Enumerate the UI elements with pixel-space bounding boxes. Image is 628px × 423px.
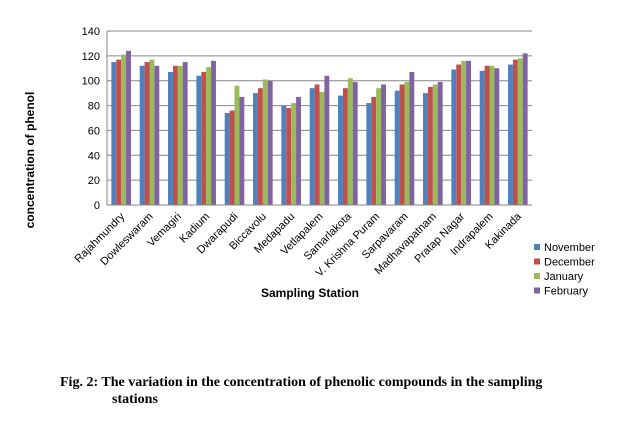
legend-swatch (534, 273, 540, 279)
bar-december (229, 110, 235, 205)
bar-december (456, 64, 462, 205)
legend-swatch (534, 287, 540, 294)
axes (106, 31, 532, 206)
legend-label: January (544, 271, 584, 283)
bar-january (206, 67, 212, 206)
bar-february (352, 81, 358, 205)
bar-january (461, 60, 467, 206)
bar-january (291, 103, 297, 205)
bar-november (451, 69, 457, 206)
bar-november (479, 70, 485, 206)
y-tick-label: 120 (82, 51, 100, 63)
bar-february (267, 80, 273, 205)
figure-caption: Fig. 2: The variation in the concentrati… (60, 374, 620, 408)
bar-january (234, 85, 240, 205)
bar-january (121, 54, 127, 205)
bar-december (116, 59, 122, 206)
bar-january (149, 59, 155, 206)
y-tick-label: 40 (88, 150, 100, 162)
bar-december (342, 88, 348, 205)
bar-november (423, 93, 428, 205)
y-axis-title: concentration of phenol (23, 92, 37, 229)
bar-february (437, 81, 443, 205)
y-tick-labels: 0 20 40 60 80 100 120 140 (82, 26, 100, 212)
bar-february (466, 60, 471, 206)
bar-january (376, 88, 382, 205)
bar-december (512, 59, 518, 206)
bar-december (144, 62, 150, 206)
bar-february (522, 53, 528, 205)
bar-november (366, 103, 372, 205)
bar-november (338, 95, 343, 205)
bar-january (319, 91, 325, 205)
y-tick-label: 80 (88, 101, 100, 113)
bar-december (257, 88, 263, 205)
bar-december (314, 84, 320, 205)
y-tick-label: 140 (82, 26, 100, 38)
legend-label: December (544, 257, 595, 269)
bar-november (168, 72, 173, 205)
bar-february (494, 68, 500, 206)
bars (111, 50, 528, 206)
caption-line-1: Fig. 2: The variation in the concentrati… (60, 375, 543, 390)
bar-february (381, 84, 386, 205)
x-axis-title: Sampling Station (261, 286, 359, 300)
bar-november (309, 88, 315, 205)
bar-february (154, 65, 160, 205)
y-tick-label: 100 (82, 76, 100, 88)
bar-december (399, 84, 405, 205)
bar-february (296, 96, 301, 205)
y-tick-label: 20 (88, 175, 100, 187)
bar-december (172, 65, 178, 205)
bar-february (409, 72, 415, 205)
y-axis-title-text: concentration of phenol (23, 92, 37, 229)
bar-november (111, 62, 117, 206)
bar-november (394, 90, 400, 205)
bar-january (432, 84, 438, 205)
legend-label: February (544, 286, 589, 298)
bar-november (508, 64, 513, 205)
caption-line-2: stations (112, 392, 158, 407)
bar-january (404, 81, 410, 205)
bar-november (139, 65, 145, 205)
bar-february (211, 60, 216, 206)
bar-november (224, 113, 230, 205)
legend: November December January February (534, 242, 595, 298)
bar-december (201, 72, 207, 205)
y-tick-label: 0 (94, 200, 100, 212)
bar-january (517, 58, 523, 205)
x-tick-labels: RajahmundryDowleswaramVemagiriKadiumDwar… (73, 210, 525, 279)
bar-december (427, 86, 433, 205)
bar-december (371, 96, 377, 205)
bar-january (347, 78, 353, 205)
bar-january (262, 79, 268, 205)
bar-november (196, 75, 202, 205)
bar-february (239, 96, 245, 205)
y-tick-label: 60 (88, 125, 100, 137)
bar-december (484, 65, 490, 205)
bar-february (324, 75, 330, 205)
bar-november (253, 93, 258, 205)
bar-november (281, 105, 287, 205)
legend-label: November (544, 242, 595, 254)
bar-december (286, 108, 292, 205)
bar-chart: 0 20 40 60 80 100 120 140 RajahmundryDowleswara… (23, 26, 595, 300)
bar-january (177, 65, 183, 205)
legend-swatch (534, 258, 540, 265)
bar-january (489, 65, 495, 205)
bar-february (182, 62, 188, 206)
legend-swatch (534, 244, 540, 250)
bar-february (126, 50, 131, 206)
